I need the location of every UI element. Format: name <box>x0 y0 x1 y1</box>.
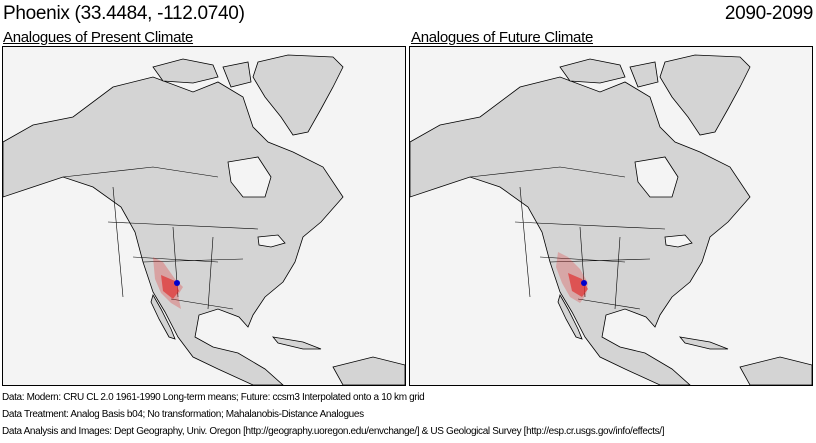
phoenix-site-marker <box>581 280 587 286</box>
hudson-bay <box>227 156 272 198</box>
data-treatment-note: Data Treatment: Analog Basis b04; No tra… <box>2 409 364 420</box>
analogue-patch <box>568 273 588 297</box>
present-climate-map <box>2 46 406 386</box>
baja-california <box>557 293 583 340</box>
baja-california <box>150 293 176 340</box>
arctic-islands <box>152 58 252 88</box>
analogue-area <box>153 257 183 309</box>
greenland <box>659 54 751 136</box>
analogue-area <box>556 252 588 303</box>
cuba <box>272 336 322 350</box>
south-america-tip <box>332 356 405 385</box>
political-boundaries <box>62 166 259 310</box>
cuba <box>679 336 729 350</box>
south-america-tip <box>739 356 812 385</box>
arctic-islands <box>559 58 659 88</box>
future-map-title: Analogues of Future Climate <box>411 29 594 46</box>
great-lakes <box>257 234 286 248</box>
hudson-bay <box>634 156 679 198</box>
map-canvas <box>410 54 812 385</box>
data-source-note: Data: Modern: CRU CL 2.0 1961-1990 Long-… <box>2 392 425 403</box>
great-lakes <box>664 234 693 248</box>
map-canvas <box>3 54 405 385</box>
political-boundaries <box>469 166 666 310</box>
credits-note: Data Analysis and Images: Dept Geography… <box>2 426 665 437</box>
period-label: 2090-2099 <box>724 3 813 24</box>
present-map-title: Analogues of Present Climate <box>3 29 194 46</box>
analogue-patch <box>161 275 179 299</box>
greenland <box>252 54 344 136</box>
location-title: Phoenix (33.4484, -112.0740) <box>3 3 245 24</box>
future-climate-map <box>409 46 813 386</box>
phoenix-site-marker <box>174 280 180 286</box>
notes: Data: Modern: CRU CL 2.0 1961-1990 Long-… <box>2 389 665 440</box>
